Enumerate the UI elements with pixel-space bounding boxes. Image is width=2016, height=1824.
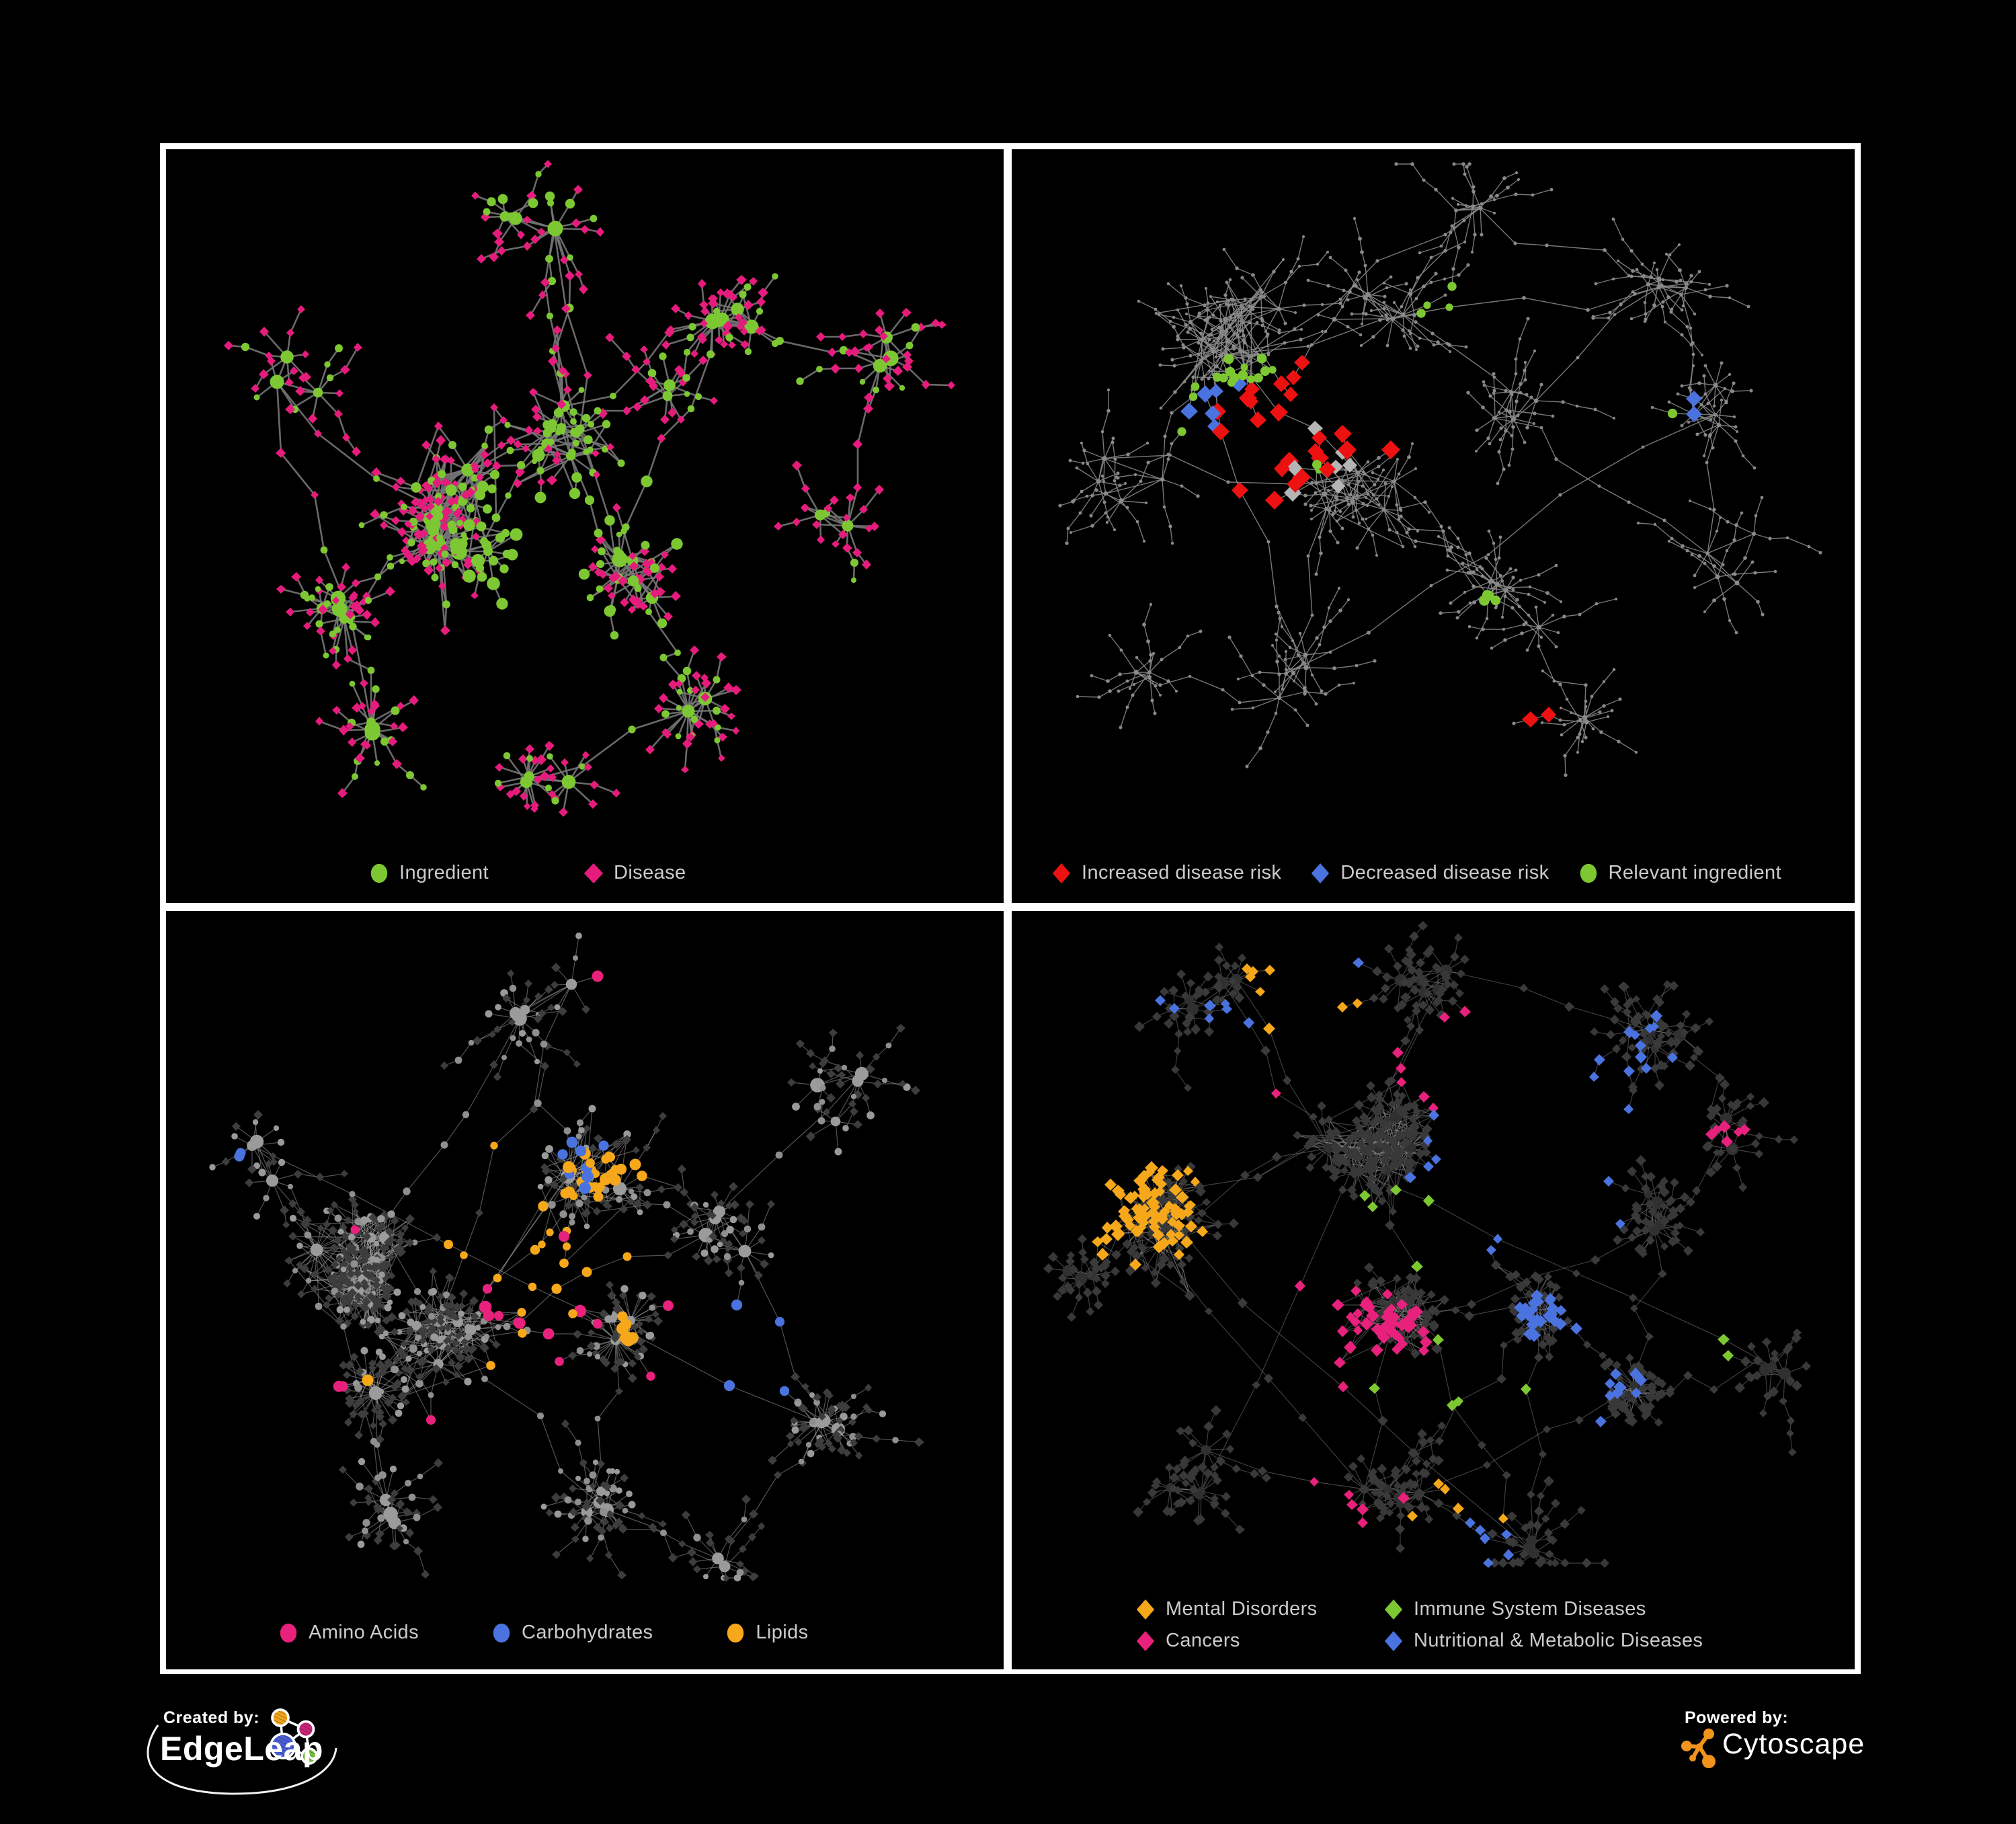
- legend-label: Disease: [614, 862, 686, 884]
- cytoscape-wordmark: Cytoscape: [1722, 1728, 1865, 1761]
- legend-item-ingredient: Ingredient: [368, 862, 489, 884]
- legend-label: Increased disease risk: [1082, 862, 1281, 884]
- macronutrient-legend: Amino Acids Carbohydrates Lipids: [166, 1622, 1004, 1644]
- cancers-swatch-icon: [1135, 1630, 1156, 1652]
- increased-risk-swatch-icon: [1051, 863, 1072, 884]
- disease-category-network-svg: [1012, 911, 1855, 1669]
- disease-category-legend: Mental Disorders Immune System Diseases …: [1012, 1598, 1855, 1652]
- macronutrient-network-svg: [166, 911, 1004, 1669]
- powered-by-label: Powered by:: [1685, 1708, 1788, 1728]
- mental-disorders-swatch-icon: [1135, 1599, 1156, 1620]
- legend-label: Amino Acids: [309, 1622, 419, 1644]
- panel-ingredient-disease: Ingredient Disease: [166, 149, 1004, 903]
- ingredient-disease-network-svg: [166, 149, 1004, 903]
- legend-item-nutritional-metabolic: Nutritional & Metabolic Diseases: [1383, 1630, 1855, 1652]
- legend-label: Immune System Diseases: [1414, 1598, 1646, 1620]
- legend-label: Cancers: [1166, 1630, 1240, 1652]
- cytoscape-icon: [1681, 1727, 1718, 1768]
- legend-item-carbohydrates: Carbohydrates: [491, 1622, 653, 1644]
- legend-item-amino-acids: Amino Acids: [278, 1622, 419, 1644]
- legend-label: Decreased disease risk: [1340, 862, 1549, 884]
- panel-disease-risk: Increased disease risk Decreased disease…: [1012, 149, 1855, 903]
- ingredient-swatch-icon: [368, 863, 390, 884]
- amino-acids-swatch-icon: [278, 1622, 299, 1644]
- immune-diseases-swatch-icon: [1383, 1599, 1404, 1620]
- legend-item-mental-disorders: Mental Disorders: [1135, 1598, 1383, 1620]
- disease-swatch-icon: [583, 863, 604, 884]
- legend-label: Ingredient: [399, 862, 489, 884]
- network-edges: [1060, 164, 1820, 775]
- legend-label: Lipids: [756, 1622, 808, 1644]
- legend-label: Carbohydrates: [522, 1622, 653, 1644]
- legend-label: Mental Disorders: [1166, 1598, 1318, 1620]
- network-edges: [212, 936, 919, 1578]
- ingredient-disease-legend: Ingredient Disease: [166, 862, 1004, 884]
- legend-label: Nutritional & Metabolic Diseases: [1414, 1630, 1703, 1652]
- disease-risk-network-svg: [1012, 149, 1855, 903]
- legend-item-immune-diseases: Immune System Diseases: [1383, 1598, 1855, 1620]
- network-nodes: [1043, 921, 1811, 1568]
- legend-item-lipids: Lipids: [725, 1622, 808, 1644]
- legend-item-decreased-risk: Decreased disease risk: [1309, 862, 1549, 884]
- legend-item-disease: Disease: [583, 862, 686, 884]
- nutritional-metabolic-swatch-icon: [1383, 1630, 1404, 1652]
- network-nodes: [224, 160, 955, 817]
- panel-disease-categories: Mental Disorders Immune System Diseases …: [1012, 911, 1855, 1669]
- relevant-ingredient-swatch-icon: [1578, 863, 1599, 884]
- disease-risk-legend: Increased disease risk Decreased disease…: [1012, 862, 1855, 884]
- carbohydrates-swatch-icon: [491, 1622, 512, 1644]
- decreased-risk-swatch-icon: [1309, 863, 1331, 884]
- network-edges: [229, 164, 951, 812]
- legend-label: Relevant ingredient: [1609, 862, 1781, 884]
- legend-item-relevant-ingredient: Relevant ingredient: [1578, 862, 1781, 884]
- panel-macronutrients: Amino Acids Carbohydrates Lipids: [166, 911, 1004, 1669]
- legend-item-increased-risk: Increased disease risk: [1051, 862, 1281, 884]
- lipids-swatch-icon: [725, 1622, 746, 1644]
- legend-item-cancers: Cancers: [1135, 1630, 1383, 1652]
- edgeleap-wordmark: EdgeLeap: [160, 1729, 323, 1768]
